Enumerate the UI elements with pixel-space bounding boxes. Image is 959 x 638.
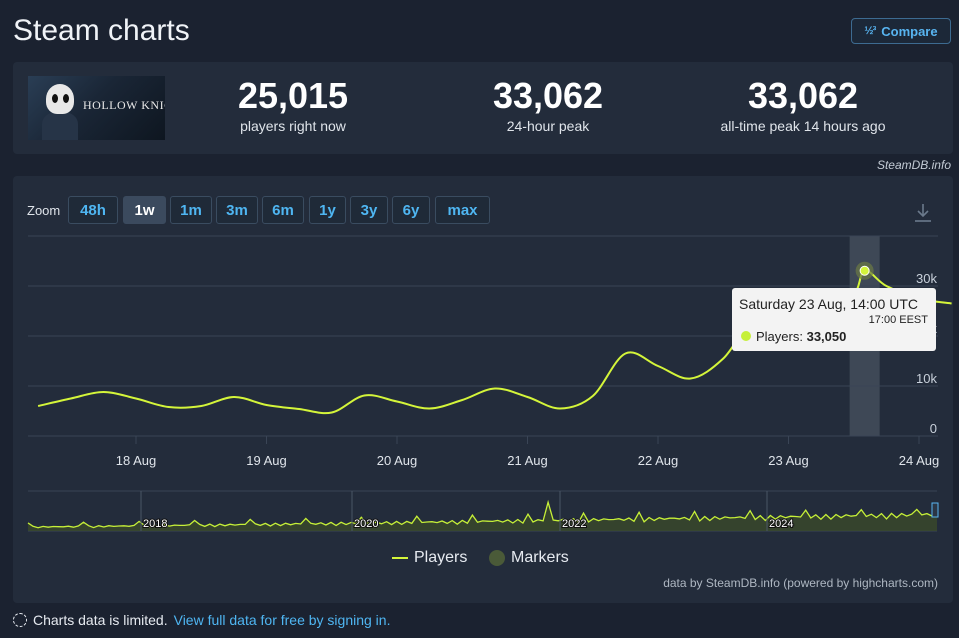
compare-label: Compare [881,23,938,39]
legend-item-players[interactable]: Players [392,549,467,567]
x-tick-label: 20 Aug [377,453,418,468]
tooltip-series-dot [741,331,751,341]
chart-credits[interactable]: data by SteamDB.info (powered by highcha… [663,576,938,590]
compare-icon: ½³ [864,25,876,37]
knight-head-shape [46,84,74,114]
x-tick-label: 18 Aug [116,453,157,468]
legend-line-swatch [392,557,408,559]
tooltip-value: 33,050 [806,329,847,344]
x-tick-label: 24 Aug [899,453,940,468]
stat-label: 24-hour peak [506,118,590,134]
limited-text: Charts data is limited. [33,612,168,628]
stat-24h-peak: 33,062 24-hour peak [473,75,623,135]
stat-label: all-time peak 14 hours ago [720,118,886,134]
x-tick-label: 19 Aug [246,453,287,468]
chart-panel [13,176,953,603]
chart-tooltip: Saturday 23 Aug, 14:00 UTC 17:00 EEST Pl… [732,288,936,351]
navigator-line [27,499,938,529]
zoom-button-6y[interactable]: 6y [392,196,430,224]
legend-label: Players [414,549,468,566]
dashed-circle-icon [13,613,27,627]
limited-notice: Charts data is limited. View full data f… [13,612,390,628]
stat-label: players right now [240,118,346,134]
navigator-year-label: 2022 [562,518,586,530]
download-icon[interactable] [913,201,933,223]
brand-tag: SteamDB.info [876,158,951,172]
legend-dot-swatch [489,550,505,566]
tooltip-series: Players: 33,050 [756,329,846,344]
y-tick-label: 0 [930,421,937,436]
zoom-button-1w[interactable]: 1w [123,196,166,224]
x-tick-label: 23 Aug [768,453,809,468]
zoom-label: Zoom [27,203,61,218]
navigator-year-label: 2020 [354,518,378,530]
tooltip-subtitle: 17:00 EEST [868,314,928,326]
y-tick-label: 30k [916,271,937,286]
stat-value: 33,062 [747,75,859,116]
game-logo-text: HOLLOW KNIGHT [83,98,165,112]
stat-current-players: 25,015 players right now [218,75,368,135]
stat-all-time-peak: 33,062 all-time peak 14 hours ago [718,75,888,135]
x-tick-label: 21 Aug [507,453,548,468]
stats-panel: HOLLOW KNIGHT 25,015 players right now 3… [13,62,953,154]
navigator-year-label: 2018 [143,518,167,530]
zoom-button-1y[interactable]: 1y [309,196,346,224]
page-title: Steam charts [13,14,190,47]
zoom-button-1m[interactable]: 1m [170,196,212,224]
knight-eye [63,94,69,103]
zoom-button-48h[interactable]: 48h [68,196,118,224]
zoom-button-6m[interactable]: 6m [262,196,304,224]
knight-body-shape [42,112,78,140]
navigator-year-label: 2024 [769,518,793,530]
zoom-button-max[interactable]: max [435,196,490,224]
x-tick-label: 22 Aug [638,453,679,468]
navigator-handle [931,502,939,518]
stat-value: 25,015 [237,75,349,116]
compare-button[interactable]: ½³ Compare [851,18,951,44]
sign-in-link[interactable]: View full data for free by signing in. [173,612,391,628]
legend-label: Markers [511,549,569,566]
knight-eye [52,94,58,103]
y-tick-label: 10k [916,371,937,386]
game-thumbnail[interactable]: HOLLOW KNIGHT [28,76,165,140]
stat-value: 33,062 [492,75,604,116]
hover-point [859,265,870,276]
tooltip-series-label: Players: [756,329,803,344]
zoom-button-3y[interactable]: 3y [350,196,388,224]
zoom-button-3m[interactable]: 3m [216,196,258,224]
tooltip-title: Saturday 23 Aug, 14:00 UTC [739,296,918,312]
legend-item-markers[interactable]: Markers [489,549,569,567]
